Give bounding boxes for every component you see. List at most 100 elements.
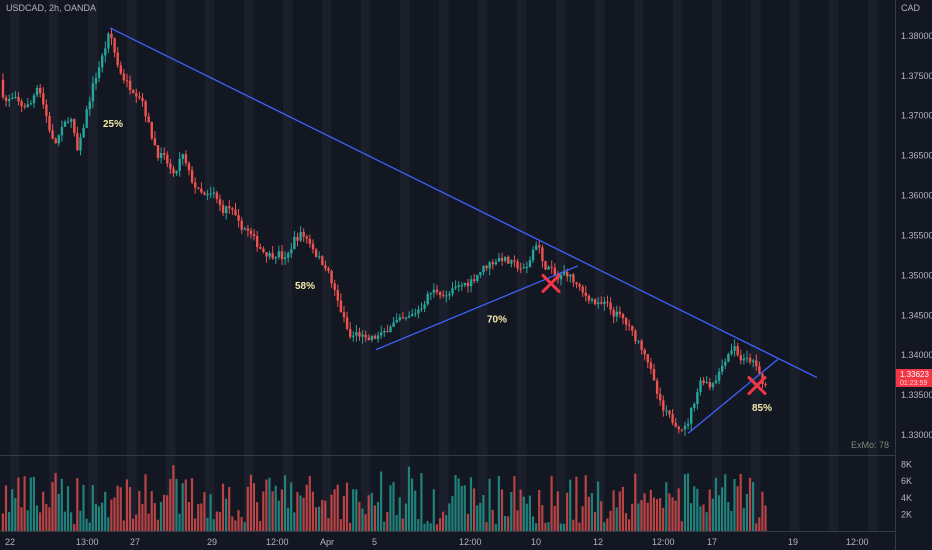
volume-bar [494,524,497,531]
volume-bar [500,489,504,531]
volume-bar [29,477,32,531]
volume-bar [535,523,538,531]
volume-bar [125,479,128,531]
candle-body [398,317,401,321]
candle-body [699,380,702,392]
price-axis[interactable]: 1.38000 1.37500 1.37000 1.36500 1.36000 1.355… [901,31,932,440]
volume-bar [702,504,705,531]
candle-body [333,283,336,290]
volume-bar [135,514,138,531]
candle-body [395,320,398,323]
volume-bar [556,491,559,531]
volume-bar [662,507,665,531]
candle-body [686,423,690,426]
candle-body [401,317,405,319]
session-band [322,0,332,531]
rising-channel-line[interactable] [375,265,579,351]
candle-body [73,119,76,134]
candle-body [119,65,122,74]
volume-bar [215,511,218,531]
volume-bar [194,518,197,531]
session-band [88,0,98,531]
volume-bar [305,484,308,531]
candle-body [209,193,212,195]
volume-bar [128,487,132,531]
candle-body [705,382,708,384]
candle-body [730,350,733,355]
time-axis[interactable]: 22 13:00 27 29 12:00 Apr 5 12:00 10 12 12:00 17 19 12… [5,537,869,547]
candle-body [668,410,671,415]
candle-body [448,293,451,296]
volume-bar [417,519,420,531]
volume-bar [231,516,234,531]
candle-body [215,192,219,200]
candle-body [150,122,153,139]
volume-bar [454,475,457,531]
candle-body [91,83,95,102]
candle-body [364,334,367,338]
volume-bar [631,503,634,531]
percent-annotation: 25% [103,119,123,130]
percent-annotation: 70% [487,315,507,326]
price-tick-label: 1.34000 [901,350,932,360]
candle-body [451,288,454,294]
session-band [595,0,605,531]
volume-bar [522,496,525,531]
candle-body [671,414,674,423]
candle-body [407,315,411,318]
candle-body [597,302,600,304]
main-descending-trendline[interactable] [109,27,818,379]
volume-bar [228,487,231,531]
volume-bar [358,501,361,531]
volume-bar [680,521,683,531]
volume-bar [376,502,380,531]
volume-bar [615,507,618,531]
candle-body [504,256,507,261]
candle-body [265,252,268,257]
candle-body [234,209,237,216]
volume-bar [113,497,116,531]
volume-bar [268,477,271,531]
volume-tick-label: 6K [901,476,912,486]
candle-body [287,253,290,258]
current-price-value: 1.33623 [900,370,929,379]
volume-bar [736,486,739,531]
volume-bar [541,505,544,531]
percent-annotation: 58% [295,281,315,292]
candle-body [600,302,603,304]
volume-bar [51,482,54,531]
candle-body [54,138,57,144]
volume-bar [373,505,376,531]
volume-bar [318,506,321,531]
candle-body [132,90,135,93]
time-tick-label: 12 [593,537,603,547]
volume-bar [333,489,336,531]
candle-body [469,279,473,287]
trendlines[interactable] [109,27,818,434]
time-tick-label: 29 [207,537,217,547]
candle-body [575,282,578,285]
price-tick-label: 1.33500 [901,390,932,400]
volume-bar [677,488,680,531]
candle-body [643,349,646,355]
candle-body [138,96,141,98]
volume-bar [649,489,652,531]
volume-bar [628,519,631,531]
candle-body [110,33,113,39]
volume-bar [274,485,277,531]
volume-bar [116,485,119,531]
volume-bar [566,492,569,531]
volume-bar [488,478,491,531]
volume-bar [404,503,407,531]
candle-body [426,294,429,305]
volume-bar [699,506,702,531]
session-band [556,0,566,531]
volume-bar [212,519,215,531]
small-rising-channel-line[interactable] [687,358,779,434]
volume-bar [88,522,91,531]
volume-bar [659,498,662,531]
volume-bar [761,491,764,531]
candle-body [748,357,752,362]
